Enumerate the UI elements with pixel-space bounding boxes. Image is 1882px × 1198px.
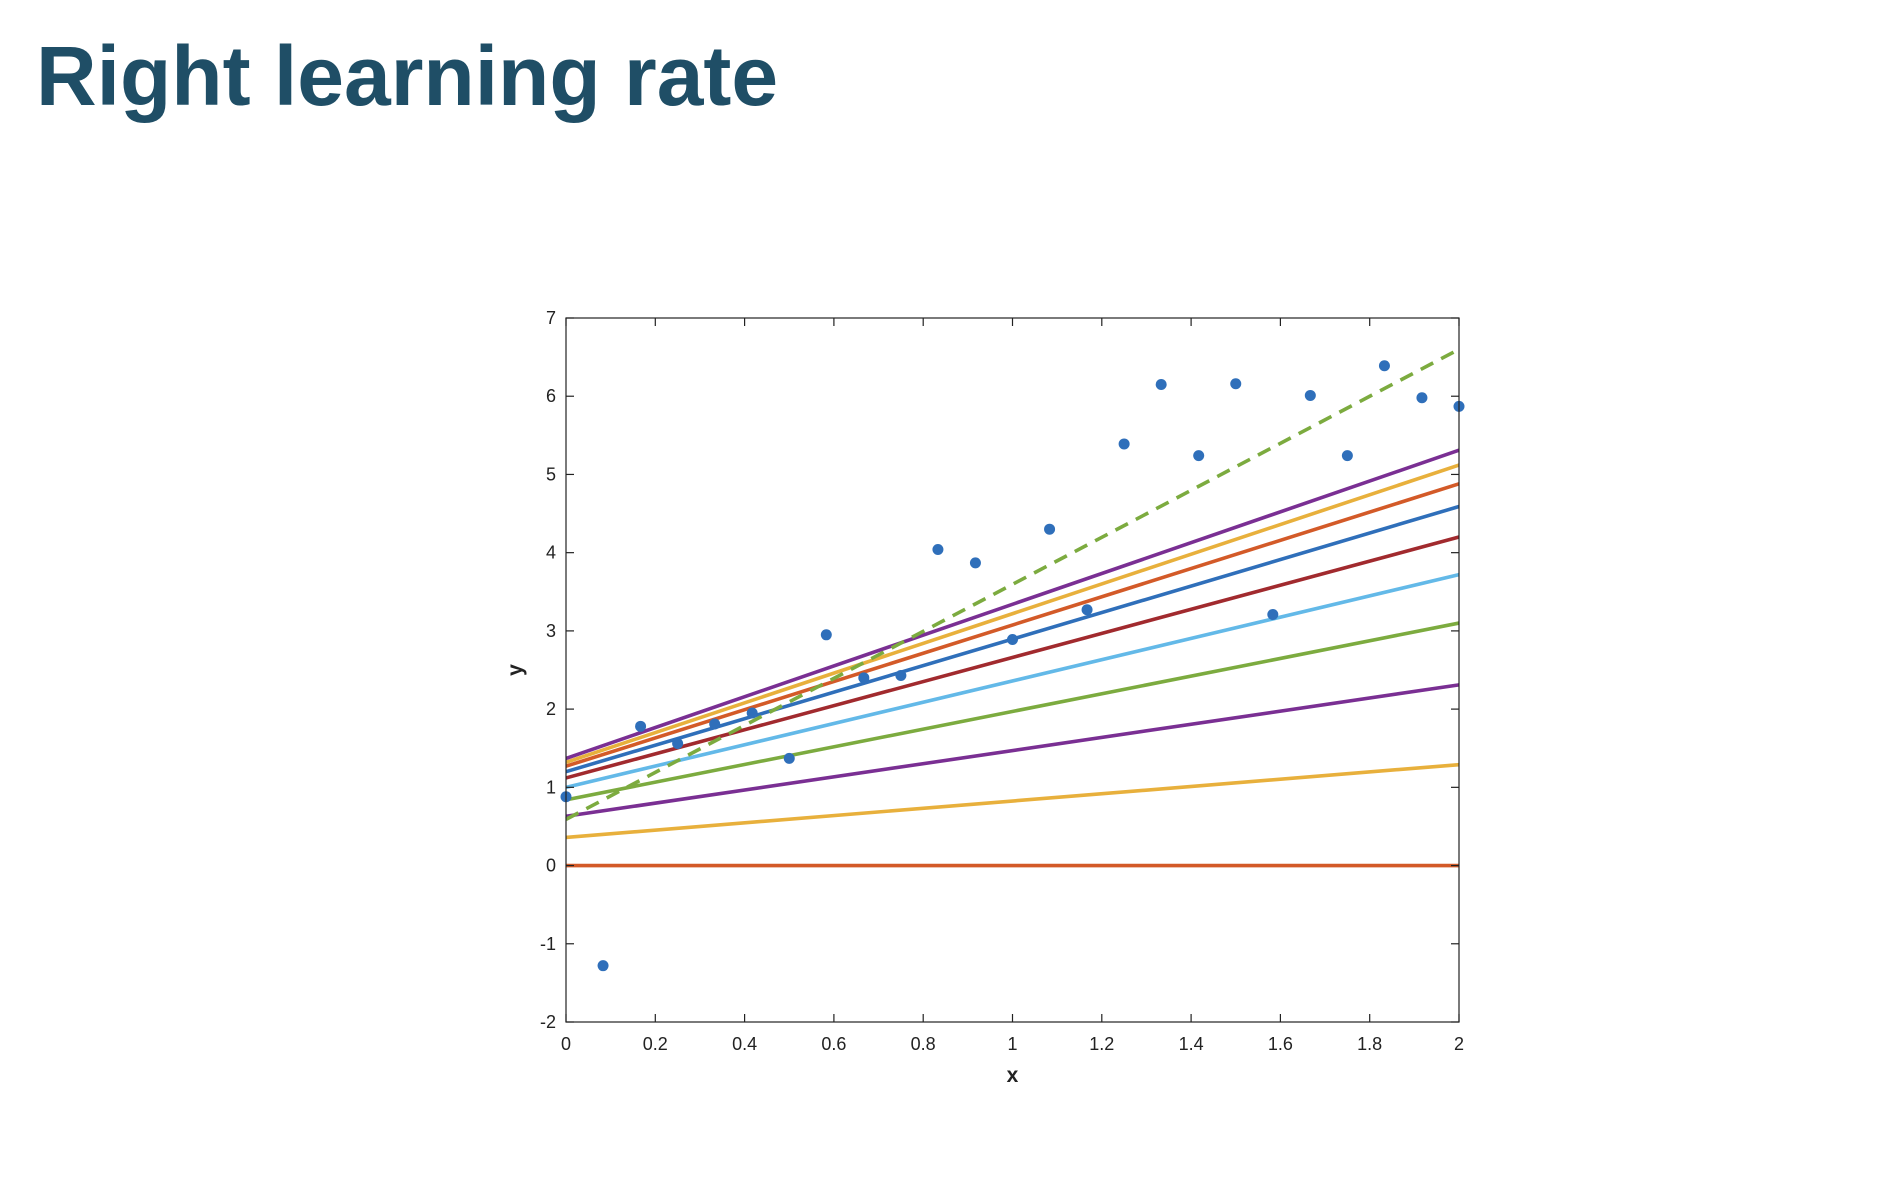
x-tick-label: 1.8 [1357,1034,1382,1054]
x-tick-label: 0 [561,1034,571,1054]
y-tick-label: -1 [540,934,556,954]
data-point [1230,378,1242,390]
x-axis-label: x [1007,1064,1019,1087]
data-point [635,720,647,732]
x-tick-label: 0.2 [643,1034,668,1054]
series-line-8 [565,482,1460,768]
y-tick-label: 1 [546,777,556,797]
y-tick-label: 7 [546,308,556,328]
data-point [895,669,907,681]
x-tick-label: 0.8 [911,1034,936,1054]
series-line-6 [565,535,1460,780]
y-tick-label: 2 [546,699,556,719]
data-point [1267,608,1279,620]
series-line-2 [565,762,1460,840]
y-tick-label: 5 [546,464,556,484]
data-point [1304,389,1316,401]
data-point [1193,450,1205,462]
data-point [672,738,684,750]
x-tick-label: 1.6 [1268,1034,1293,1054]
y-tick-label: 4 [546,543,556,563]
series-line-4 [565,621,1460,802]
data-point [746,707,758,719]
y-tick-label: 6 [546,386,556,406]
data-point [858,672,870,684]
series-line-10 [565,448,1460,761]
slide-title: Right learning rate [36,29,779,123]
data-point [709,718,721,730]
data-point [932,544,944,556]
y-tick-label: -2 [540,1012,556,1032]
data-point [820,629,832,641]
y-axis-label: y [504,664,527,676]
data-point [1341,450,1353,462]
series-lines [565,347,1460,868]
x-tick-label: 2 [1454,1034,1464,1054]
data-point [1155,378,1167,390]
y-tick-label: 3 [546,621,556,641]
data-points [560,360,1465,972]
x-tick-label: 0.6 [821,1034,846,1054]
x-tick-label: 1.2 [1089,1034,1114,1054]
series-line-3 [565,683,1460,819]
data-point [783,752,795,764]
x-tick-label: 1 [1007,1034,1017,1054]
data-point [1007,633,1018,645]
plot-frame [565,317,1460,1023]
data-point [1416,392,1428,404]
data-point [1118,438,1130,450]
y-tick-label: 0 [546,856,556,876]
data-point [1081,604,1093,616]
data-point [1378,360,1390,372]
series-line-11 [565,347,1460,821]
x-tick-label: 0.4 [732,1034,757,1054]
data-point [969,557,981,569]
series-line-9 [565,463,1460,765]
x-tick-label: 1.4 [1179,1034,1204,1054]
series-line-5 [565,572,1460,790]
axis-ticks: 0 0.2 0.4 0.6 0.8 1 1.2 1.4 1.6 1.8 2 -2 -1 0 1 2 3 4 5 6 7 [540,308,1464,1054]
data-point [597,960,609,972]
data-point [1044,523,1056,535]
